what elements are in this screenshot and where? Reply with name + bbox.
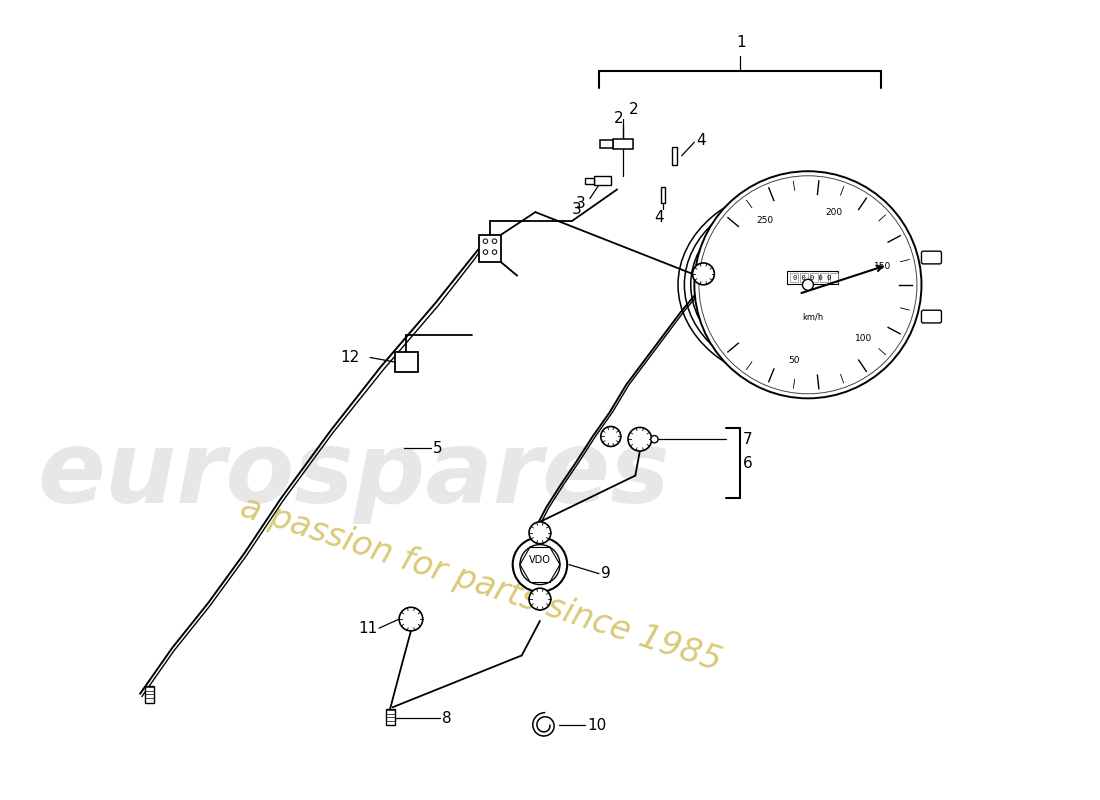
FancyBboxPatch shape <box>820 273 828 282</box>
Circle shape <box>803 279 813 290</box>
Circle shape <box>529 588 551 610</box>
Circle shape <box>513 538 568 592</box>
Text: VDO: VDO <box>529 555 551 565</box>
Circle shape <box>693 263 714 285</box>
FancyBboxPatch shape <box>480 235 501 262</box>
Text: a passion for parts since 1985: a passion for parts since 1985 <box>236 491 726 678</box>
Text: 8: 8 <box>442 710 451 726</box>
FancyBboxPatch shape <box>385 709 395 726</box>
Circle shape <box>529 522 551 544</box>
Text: 2: 2 <box>614 111 624 126</box>
Text: 6: 6 <box>742 456 752 470</box>
Text: 5: 5 <box>432 441 442 456</box>
Circle shape <box>628 427 651 451</box>
Text: 9: 9 <box>601 566 610 581</box>
FancyBboxPatch shape <box>786 271 838 284</box>
Polygon shape <box>661 186 666 203</box>
Text: 150: 150 <box>874 262 891 270</box>
FancyBboxPatch shape <box>800 273 807 282</box>
Circle shape <box>399 607 422 631</box>
Circle shape <box>520 545 560 585</box>
Text: 1: 1 <box>737 35 747 50</box>
FancyBboxPatch shape <box>810 273 818 282</box>
FancyBboxPatch shape <box>922 310 942 323</box>
Text: 12: 12 <box>340 350 360 365</box>
Text: 100: 100 <box>855 334 872 343</box>
Text: 3: 3 <box>571 202 581 217</box>
FancyBboxPatch shape <box>790 273 798 282</box>
FancyBboxPatch shape <box>922 251 942 264</box>
Text: 4: 4 <box>696 133 706 148</box>
Text: 0 0 0 0 0: 0 0 0 0 0 <box>793 275 832 282</box>
Text: km/h: km/h <box>802 312 823 321</box>
FancyBboxPatch shape <box>600 140 613 148</box>
FancyBboxPatch shape <box>613 138 632 150</box>
Circle shape <box>601 426 620 446</box>
Text: 3: 3 <box>576 195 585 210</box>
Circle shape <box>694 171 922 398</box>
FancyBboxPatch shape <box>145 686 154 702</box>
Text: eurospares: eurospares <box>37 427 670 524</box>
Text: 250: 250 <box>756 216 773 226</box>
FancyBboxPatch shape <box>829 273 838 282</box>
FancyBboxPatch shape <box>585 178 594 184</box>
Text: 50: 50 <box>789 356 801 366</box>
Polygon shape <box>672 146 678 165</box>
Text: 4: 4 <box>654 210 663 225</box>
Text: 11: 11 <box>359 621 377 636</box>
Text: 200: 200 <box>826 208 843 217</box>
Circle shape <box>651 435 658 443</box>
FancyBboxPatch shape <box>594 176 610 185</box>
FancyBboxPatch shape <box>395 352 418 372</box>
Text: 2: 2 <box>629 102 639 117</box>
Text: 10: 10 <box>587 718 606 733</box>
Text: 7: 7 <box>742 432 752 446</box>
